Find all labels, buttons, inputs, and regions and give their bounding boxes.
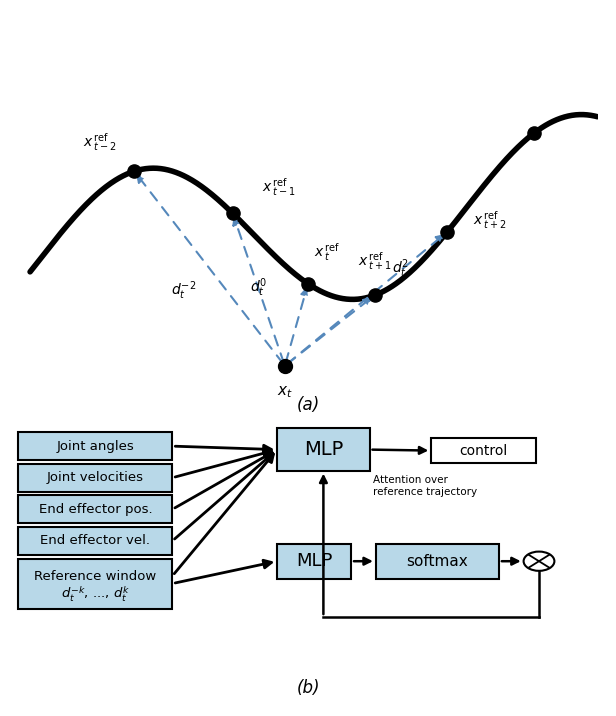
- Text: Joint velocities: Joint velocities: [47, 471, 144, 484]
- Point: [129, 165, 139, 177]
- FancyBboxPatch shape: [18, 495, 172, 523]
- Text: $x\,_{t+1}^{\rm ref}$: $x\,_{t+1}^{\rm ref}$: [358, 251, 392, 272]
- FancyBboxPatch shape: [18, 464, 172, 492]
- Point: [370, 289, 379, 301]
- Point: [280, 360, 290, 372]
- Point: [442, 226, 452, 238]
- Text: MLP: MLP: [304, 440, 343, 459]
- Text: $d_t^{-2}$: $d_t^{-2}$: [171, 279, 196, 301]
- FancyBboxPatch shape: [277, 544, 351, 579]
- Text: softmax: softmax: [407, 553, 468, 569]
- Text: $x\,_{t-1}^{\rm ref}$: $x\,_{t-1}^{\rm ref}$: [262, 176, 296, 198]
- Text: $x\,_{t-2}^{\rm ref}$: $x\,_{t-2}^{\rm ref}$: [83, 131, 116, 153]
- Text: Reference window: Reference window: [34, 569, 156, 583]
- Point: [529, 127, 539, 139]
- Text: $x\,_{t+2}^{\rm ref}$: $x\,_{t+2}^{\rm ref}$: [473, 209, 507, 231]
- Text: (b): (b): [296, 679, 320, 697]
- FancyBboxPatch shape: [277, 428, 370, 471]
- FancyBboxPatch shape: [18, 432, 172, 460]
- Text: End effector pos.: End effector pos.: [39, 503, 152, 516]
- Text: End effector vel.: End effector vel.: [41, 534, 150, 547]
- FancyBboxPatch shape: [431, 438, 536, 463]
- Point: [228, 208, 238, 219]
- Text: control: control: [460, 444, 508, 458]
- Text: (a): (a): [296, 396, 320, 414]
- Text: $x_t$: $x_t$: [277, 384, 293, 400]
- FancyBboxPatch shape: [376, 544, 499, 579]
- Text: $d_t^{2}$: $d_t^{2}$: [392, 258, 409, 281]
- Text: $d_t^{-k}$, ..., $d_t^{k}$: $d_t^{-k}$, ..., $d_t^{k}$: [61, 585, 130, 604]
- Text: $d_t^{0}$: $d_t^{0}$: [250, 276, 267, 299]
- Text: Joint angles: Joint angles: [57, 440, 134, 453]
- Text: $x\,_{t}^{\rm ref}$: $x\,_{t}^{\rm ref}$: [314, 241, 340, 263]
- FancyBboxPatch shape: [18, 527, 172, 555]
- FancyBboxPatch shape: [18, 558, 172, 609]
- Point: [303, 278, 313, 289]
- Text: Attention over
reference trajectory: Attention over reference trajectory: [373, 475, 477, 497]
- Text: MLP: MLP: [296, 552, 333, 570]
